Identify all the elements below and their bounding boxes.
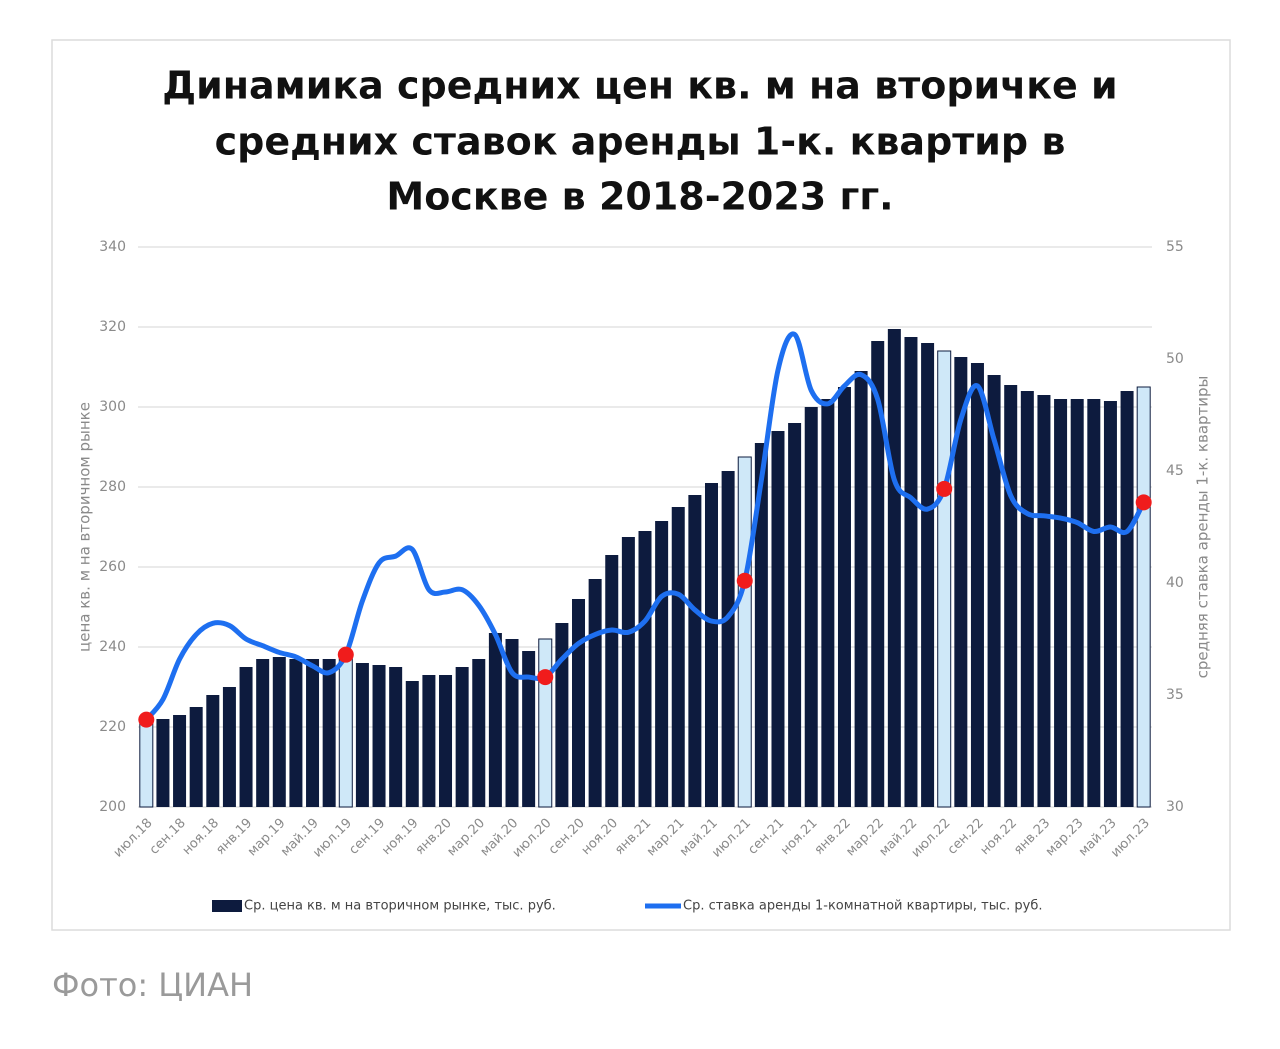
marker — [337, 646, 354, 663]
marker — [736, 572, 753, 589]
marker — [936, 480, 953, 497]
bar — [1054, 399, 1068, 807]
bar — [1103, 401, 1117, 807]
bar — [1120, 391, 1134, 807]
bar — [837, 387, 851, 807]
bar — [887, 329, 901, 807]
y-tick-label: 320 — [99, 319, 126, 335]
bar — [256, 659, 270, 807]
bar — [206, 695, 220, 807]
bar — [904, 337, 918, 807]
bar — [555, 623, 569, 807]
y2-tick-label: 55 — [1166, 239, 1184, 255]
bar — [505, 639, 519, 807]
bar — [704, 483, 718, 807]
bar — [921, 343, 935, 807]
marker — [537, 669, 554, 686]
bar — [439, 675, 453, 807]
y-tick-label: 260 — [99, 559, 126, 575]
y-tick-label: 280 — [99, 479, 126, 495]
bar — [472, 659, 486, 807]
bar — [222, 687, 236, 807]
y2-tick-label: 40 — [1166, 575, 1184, 591]
legend-label: Ср. цена кв. м на вторичном рынке, тыс. … — [244, 899, 556, 914]
y-tick-label: 240 — [99, 639, 126, 655]
legend-label: Ср. ставка аренды 1-комнатной квартиры, … — [683, 899, 1043, 914]
bar — [488, 633, 502, 807]
marker — [1135, 494, 1152, 511]
chart-title: Москве в 2018-2023 гг. — [386, 175, 893, 219]
bar — [771, 431, 785, 807]
bar — [322, 659, 336, 807]
bar — [405, 681, 419, 807]
bar — [272, 657, 286, 807]
bar — [588, 579, 602, 807]
bar — [671, 507, 685, 807]
y2-tick-label: 45 — [1166, 463, 1184, 479]
bar — [638, 531, 652, 807]
bar — [655, 521, 669, 807]
bar — [173, 715, 187, 807]
line — [144, 331, 1146, 722]
bar — [871, 341, 885, 807]
bar — [1087, 399, 1101, 807]
bar — [338, 654, 353, 808]
bar — [804, 407, 818, 807]
caption: Фото: ЦИАН — [52, 966, 253, 1004]
legend-swatch — [212, 900, 242, 912]
bar — [721, 471, 735, 807]
bar — [355, 663, 369, 807]
bar — [954, 357, 968, 807]
y2-tick-label: 35 — [1166, 687, 1184, 703]
bar — [987, 375, 1001, 807]
bar — [937, 350, 952, 808]
marker — [138, 711, 155, 728]
bar — [1020, 391, 1034, 807]
y2-tick-label: 30 — [1166, 799, 1184, 815]
bar — [1070, 399, 1084, 807]
bar — [737, 456, 752, 808]
bar — [306, 659, 320, 807]
chart-title: Динамика средних цен кв. м на вторичке и — [162, 64, 1117, 108]
y2-axis-label: средняя ставка аренды 1-к. квартиры — [1194, 376, 1212, 679]
bar — [1037, 395, 1051, 807]
bar — [455, 667, 469, 807]
y-tick-label: 300 — [99, 399, 126, 415]
bar — [688, 495, 702, 807]
bar — [372, 665, 386, 807]
y-axis-label: цена кв. м на вторичном рынке — [76, 402, 94, 652]
bar — [1004, 385, 1018, 807]
bar — [572, 599, 586, 807]
y-tick-label: 220 — [99, 719, 126, 735]
bar — [1136, 386, 1151, 808]
bar — [854, 371, 868, 807]
bar — [139, 722, 154, 808]
bar — [605, 555, 619, 807]
bar — [538, 638, 553, 808]
bar — [821, 399, 835, 807]
bar — [156, 719, 170, 807]
bar — [754, 443, 768, 807]
bar — [970, 363, 984, 807]
bar — [788, 423, 802, 807]
bar — [422, 675, 436, 807]
bar — [621, 537, 635, 807]
chart-title: средних ставок аренды 1-к. квартир в — [215, 120, 1066, 164]
y-tick-label: 200 — [99, 799, 126, 815]
bar — [189, 707, 203, 807]
bar — [289, 659, 303, 807]
y2-tick-label: 50 — [1166, 351, 1184, 367]
y-tick-label: 340 — [99, 239, 126, 255]
bar — [239, 667, 253, 807]
bar — [522, 651, 536, 807]
bar — [389, 667, 403, 807]
